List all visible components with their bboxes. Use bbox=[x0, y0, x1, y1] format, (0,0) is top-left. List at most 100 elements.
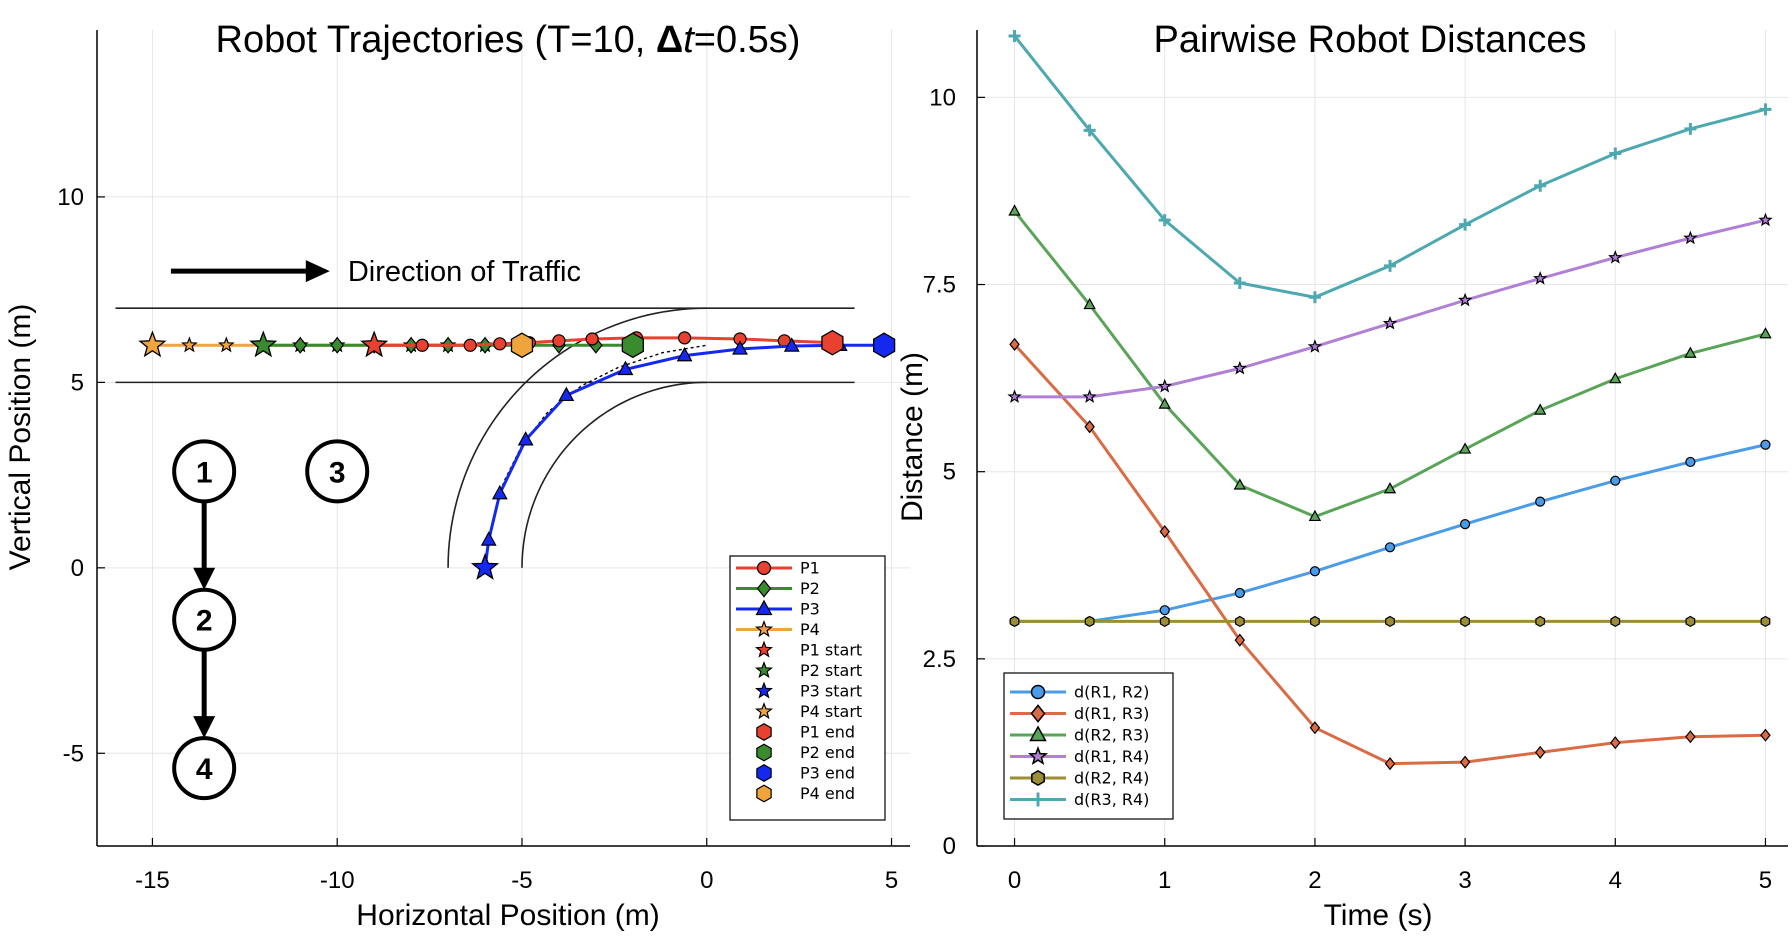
legend-marker bbox=[754, 661, 774, 679]
legend-entry-p4-start: P4 start bbox=[754, 702, 862, 721]
distance-point-d-r1-r2 bbox=[1610, 475, 1621, 486]
legend-marker bbox=[754, 702, 774, 720]
legend-marker bbox=[1027, 745, 1049, 766]
distance-point-d-r3-r4 bbox=[1759, 103, 1772, 116]
trajectory-point-p3 bbox=[676, 346, 693, 362]
legend-label: P1 start bbox=[800, 641, 862, 660]
distance-point-d-r2-r3 bbox=[1759, 327, 1772, 339]
distance-point-d-r2-r3 bbox=[1534, 403, 1547, 415]
priority-node-label: 2 bbox=[196, 605, 213, 638]
trajectory-y-tick-label: 5 bbox=[71, 369, 84, 396]
trajectory-plot: -15 -10 -5 0 5 -5 0 5 10 Direction of Traffic 1 3 2… bbox=[4, 19, 910, 932]
trajectory-ticks: -15 -10 -5 0 5 -5 0 5 10 bbox=[57, 184, 898, 894]
legend-label: P3 bbox=[800, 600, 820, 619]
trajectory-point-p3 bbox=[491, 484, 508, 500]
distance-point-d-r3-r4 bbox=[1008, 30, 1021, 42]
legend-entry-p3: P3 bbox=[736, 600, 820, 619]
distance-point-d-r2-r3 bbox=[1158, 397, 1171, 409]
trajectory-point-p1 bbox=[493, 337, 507, 351]
legend-label: d(R1, R3) bbox=[1074, 704, 1149, 723]
distance-series-d-r1-r4 bbox=[1007, 212, 1773, 403]
distance-point-d-r2-r4 bbox=[1460, 615, 1470, 628]
priority-node-circle bbox=[172, 439, 237, 504]
distance-y-label: Distance (m) bbox=[896, 352, 929, 522]
priority-node-label: 4 bbox=[196, 753, 213, 786]
distance-legend: d(R1, R2) d(R1, R3) d(R2, R3) d(R1, R4) d(R2… bbox=[1003, 672, 1174, 820]
distance-point-d-r2-r4 bbox=[1310, 615, 1320, 628]
distance-y-tick-label: 2.5 bbox=[923, 646, 956, 673]
legend-label: d(R2, R4) bbox=[1074, 769, 1149, 788]
distance-gridlines bbox=[977, 30, 1788, 847]
distance-point-d-r2-r4 bbox=[1234, 615, 1245, 628]
legend-entry-p3-start: P3 start bbox=[754, 682, 862, 701]
legend-marker bbox=[754, 640, 774, 658]
end-marker-p3 bbox=[873, 332, 896, 359]
priority-node-3: 3 bbox=[305, 439, 370, 504]
legend-label: P4 end bbox=[800, 784, 855, 803]
distance-line-d-r3-r4 bbox=[1013, 35, 1766, 299]
trajectory-point-p3 bbox=[558, 386, 575, 402]
distance-point-d-r2-r3 bbox=[1383, 482, 1397, 494]
distance-point-d-r1-r3 bbox=[1610, 736, 1621, 750]
legend-entry-d-r3-r4: d(R3, R4) bbox=[1010, 790, 1149, 809]
legend-entry-d-r1-r2: d(R1, R2) bbox=[1010, 683, 1149, 702]
traffic-arrow-head bbox=[305, 260, 330, 283]
legend-label: d(R1, R2) bbox=[1074, 683, 1149, 702]
trajectory-point-p3 bbox=[732, 340, 748, 355]
distance-point-d-r2-r4 bbox=[1535, 615, 1546, 628]
trajectory-x-tick-label: 5 bbox=[885, 867, 898, 894]
distance-point-d-r1-r4 bbox=[1683, 230, 1698, 245]
distance-point-d-r1-r3 bbox=[1760, 728, 1771, 742]
legend-entry-d-r2-r4: d(R2, R4) bbox=[1010, 769, 1149, 788]
trajectory-p3 bbox=[480, 336, 885, 569]
start-marker-p1 bbox=[360, 330, 389, 358]
distance-point-d-r2-r3 bbox=[1008, 204, 1021, 216]
priority-node-4: 4 bbox=[172, 736, 237, 801]
distance-point-d-r2-r3 bbox=[1233, 478, 1247, 490]
priority-node-circle bbox=[172, 587, 237, 652]
legend-label: d(R2, R3) bbox=[1074, 726, 1149, 745]
trajectory-x-label: Horizontal Position (m) bbox=[356, 899, 659, 932]
distance-point-d-r1-r2 bbox=[1234, 587, 1245, 599]
distance-y-tick-label: 5 bbox=[943, 459, 956, 486]
legend-entry-p2-end: P2 end bbox=[756, 743, 855, 762]
priority-node-circle bbox=[305, 439, 370, 504]
distance-point-d-r2-r4 bbox=[1009, 615, 1020, 628]
distance-point-d-r3-r4 bbox=[1384, 259, 1397, 272]
distance-y-tick-label: 7.5 bbox=[923, 272, 956, 299]
legend-marker bbox=[1029, 725, 1047, 742]
legend-marker bbox=[755, 599, 773, 616]
legend-label: d(R3, R4) bbox=[1074, 790, 1149, 809]
end-marker-p1 bbox=[821, 329, 844, 356]
distance-point-d-r1-r2 bbox=[1309, 566, 1321, 577]
legend-marker bbox=[756, 764, 772, 782]
trajectory-series bbox=[138, 329, 896, 580]
distance-point-d-r2-r3 bbox=[1609, 371, 1622, 384]
distance-plot: 0 1 2 3 4 5 0 2.5 5 7.5 10 Pairwise Robot Distance… bbox=[896, 19, 1788, 932]
distance-point-d-r2-r4 bbox=[1760, 615, 1771, 628]
trajectory-x-tick-label: 0 bbox=[700, 867, 713, 894]
priority-node-label: 1 bbox=[196, 456, 213, 489]
distance-title: Pairwise Robot Distances bbox=[1154, 19, 1587, 61]
legend-entry-p1-start: P1 start bbox=[754, 640, 862, 660]
legend-entry-p3-end: P3 end bbox=[756, 764, 855, 783]
distance-point-d-r1-r2 bbox=[1685, 456, 1696, 468]
distance-point-d-r3-r4 bbox=[1534, 179, 1547, 192]
legend-label: P1 end bbox=[800, 723, 855, 742]
distance-point-d-r1-r4 bbox=[1758, 212, 1773, 227]
distance-point-d-r2-r3 bbox=[1458, 442, 1472, 454]
legend-entry-p4: P4 bbox=[736, 620, 820, 639]
distance-point-d-r2-r3 bbox=[1083, 297, 1096, 310]
trajectory-point-p4 bbox=[217, 336, 235, 353]
distance-x-tick-label: 5 bbox=[1759, 867, 1772, 894]
distance-point-d-r1-r3 bbox=[1685, 730, 1696, 744]
distance-point-d-r1-r4 bbox=[1157, 378, 1172, 393]
distance-x-tick-label: 2 bbox=[1308, 867, 1321, 894]
legend-entry-p1-end: P1 end bbox=[756, 723, 855, 742]
distance-point-d-r1-r3 bbox=[1309, 721, 1321, 735]
legend-entry-d-r1-r3: d(R1, R3) bbox=[1010, 704, 1149, 723]
priority-node-circle bbox=[172, 736, 237, 801]
legend-label: P3 end bbox=[800, 764, 855, 783]
trajectory-point-p1 bbox=[552, 334, 566, 348]
